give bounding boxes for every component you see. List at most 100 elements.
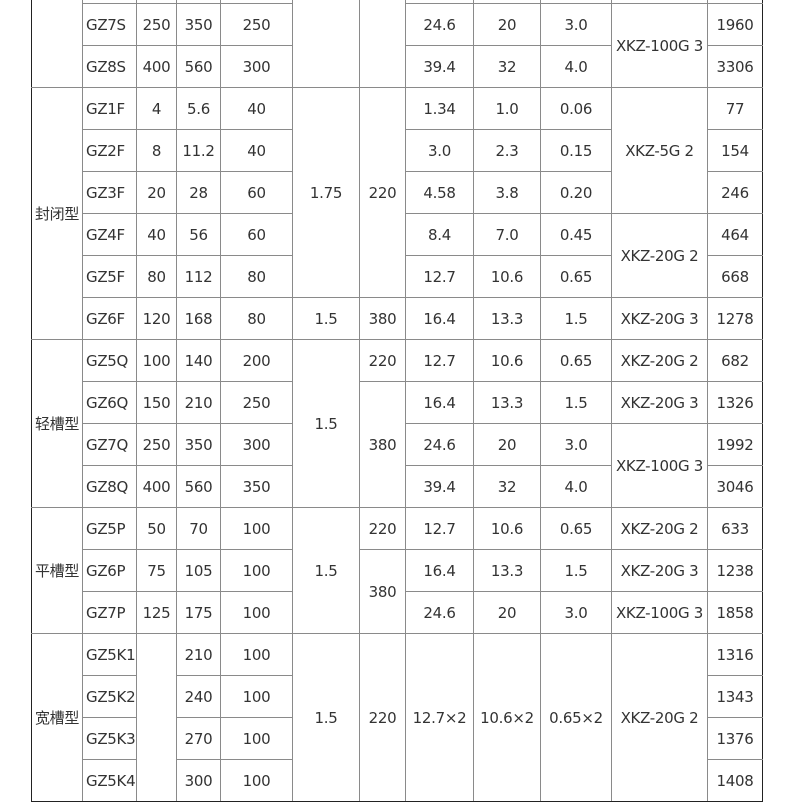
- value-cell: 3.0: [540, 591, 612, 634]
- value-cell: 140: [176, 339, 221, 382]
- value-cell: 0.45: [540, 213, 612, 256]
- value-cell: 5.6: [176, 87, 221, 130]
- value-cell: 4.58: [405, 171, 474, 214]
- value-cell: 80: [220, 297, 293, 340]
- model-cell: GZ5K3: [82, 717, 137, 760]
- value-cell: 0.15: [540, 129, 612, 172]
- value-cell: 1376: [707, 717, 763, 760]
- value-cell: 40: [136, 213, 177, 256]
- model-cell: GZ3F: [82, 171, 137, 214]
- table-row: GZ5K2 240 100 1343: [32, 675, 763, 718]
- controller-cell: XKZ-100G 3: [611, 423, 708, 508]
- value-cell: 250: [220, 381, 293, 424]
- value-cell: 1.5: [540, 297, 612, 340]
- value-cell: 168: [176, 297, 221, 340]
- value-cell: 16.4: [405, 297, 474, 340]
- value-cell: 7.0: [473, 213, 541, 256]
- value-cell: 8.4: [405, 213, 474, 256]
- value-cell: 1.5: [292, 297, 360, 340]
- value-cell: 1343: [707, 675, 763, 718]
- value-cell: 400: [136, 45, 177, 88]
- value-cell: 100: [220, 759, 293, 802]
- voltage-cell: 380: [359, 381, 406, 508]
- table-row: 宽槽型 GZ5K1 210 100 1.5 220 12.7×2 10.6×2 0.65×2 XK…: [31, 633, 763, 802]
- value-cell: 13.3: [473, 297, 541, 340]
- value-cell: 100: [220, 549, 293, 592]
- value-cell: 4.0: [540, 45, 612, 88]
- value-cell: 16.4: [405, 381, 474, 424]
- table-row: GZ5F 80 112 80 12.7 10.6 0.65 668: [32, 255, 763, 298]
- value-cell: 3.0: [405, 129, 474, 172]
- value-cell: 668: [707, 255, 763, 298]
- value-cell: 100: [220, 591, 293, 634]
- controller-cell: XKZ-20G 2: [611, 507, 708, 550]
- value-cell: 80: [220, 255, 293, 298]
- value-cell: 633: [707, 507, 763, 550]
- value-cell: 10.6: [473, 507, 541, 550]
- value-cell: 10.6: [473, 339, 541, 382]
- model-cell: GZ1F: [82, 87, 137, 130]
- controller-cell: XKZ-20G 2: [611, 213, 708, 298]
- value-cell: 300: [220, 423, 293, 466]
- value-cell: 32: [473, 465, 541, 508]
- value-cell: 210: [176, 633, 221, 676]
- value-cell: 1.5: [292, 339, 360, 508]
- value-cell: 1.5: [292, 633, 360, 802]
- value-cell: 1238: [707, 549, 763, 592]
- value-cell: 60: [220, 213, 293, 256]
- value-cell: 154: [707, 129, 763, 172]
- value-cell: 1.5: [292, 507, 360, 634]
- value-cell: 3046: [707, 465, 763, 508]
- value-cell: 12.7: [405, 507, 474, 550]
- value-cell: 28: [176, 171, 221, 214]
- value-cell: 0.20: [540, 171, 612, 214]
- value-cell: 0.65: [540, 339, 612, 382]
- table-row: GZ6P 75 105 100 380 16.4 13.3 1.5 XKZ-20G 3 1238: [32, 549, 763, 634]
- controller-cell: XKZ-20G 3: [611, 297, 708, 340]
- value-cell: 75: [136, 549, 177, 592]
- voltage-cell: 380: [359, 549, 406, 634]
- value-cell: 240: [176, 675, 221, 718]
- table-row: GZ6F 120 168 80 1.5 380 16.4 13.3 1.5 XKZ-20G 3 12…: [32, 297, 763, 340]
- value-cell: 100: [136, 339, 177, 382]
- model-cell: GZ4F: [82, 213, 137, 256]
- value-cell: 10.6×2: [473, 633, 541, 802]
- value-cell: 20: [473, 591, 541, 634]
- value-cell: 1960: [707, 3, 763, 46]
- value-cell: 12.7×2: [405, 633, 474, 802]
- table-row: 轻槽型 GZ5Q 100 140 200 1.5 220 12.7 10.6 0.65 XKZ-20…: [31, 339, 763, 508]
- value-cell: 350: [176, 3, 221, 46]
- value-cell: 100: [220, 675, 293, 718]
- value-cell: 70: [176, 507, 221, 550]
- table-row: GZ5K4 300 100 1408: [32, 759, 763, 802]
- controller-cell: XKZ-100G 3: [611, 591, 708, 634]
- value-cell: 77: [707, 87, 763, 130]
- model-cell: GZ5F: [82, 255, 137, 298]
- table-row: GZ5K3 270 100 1376: [32, 717, 763, 760]
- value-cell: 1.34: [405, 87, 474, 130]
- table-row: GZ7S 250 350 250 24.6 20 3.0 XKZ-100G 3 1960: [32, 3, 763, 88]
- value-cell: 0.65: [540, 507, 612, 550]
- value-cell: 125: [136, 591, 177, 634]
- table-row: GZ7P 125 175 100 24.6 20 3.0 XKZ-100G 3 1858: [32, 591, 763, 634]
- value-cell: 1.5: [540, 381, 612, 424]
- value-cell: 24.6: [405, 3, 474, 46]
- model-cell: GZ5P: [82, 507, 137, 550]
- value-cell: 560: [176, 45, 221, 88]
- value-cell: 32: [473, 45, 541, 88]
- value-cell: 20: [473, 3, 541, 46]
- category-cell: 宽槽型: [31, 633, 83, 802]
- controller-cell: XKZ-20G 2: [611, 633, 708, 802]
- model-cell: GZ6Q: [82, 381, 137, 424]
- model-cell: GZ5K1: [82, 633, 137, 676]
- value-cell: 1992: [707, 423, 763, 466]
- category-cell: 轻槽型: [31, 339, 83, 508]
- value-cell: 560: [176, 465, 221, 508]
- voltage-cell: 380: [359, 297, 406, 340]
- value-cell: [292, 0, 360, 88]
- value-cell: 39.4: [405, 465, 474, 508]
- value-cell: 20: [136, 171, 177, 214]
- value-cell: 56: [176, 213, 221, 256]
